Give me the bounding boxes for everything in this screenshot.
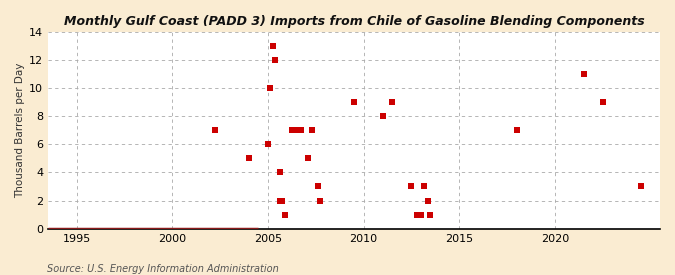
Point — [295, 128, 306, 133]
Point — [210, 128, 221, 133]
Point — [424, 212, 435, 217]
Point — [578, 72, 589, 76]
Point — [280, 212, 291, 217]
Point — [303, 156, 314, 161]
Point — [406, 184, 417, 189]
Point — [597, 100, 608, 104]
Y-axis label: Thousand Barrels per Day: Thousand Barrels per Day — [15, 63, 25, 198]
Point — [313, 184, 323, 189]
Point — [292, 128, 302, 133]
Point — [377, 114, 388, 119]
Point — [274, 170, 285, 175]
Point — [277, 198, 288, 203]
Point — [387, 100, 398, 104]
Title: Monthly Gulf Coast (PADD 3) Imports from Chile of Gasoline Blending Components: Monthly Gulf Coast (PADD 3) Imports from… — [63, 15, 645, 28]
Text: Source: U.S. Energy Information Administration: Source: U.S. Energy Information Administ… — [47, 264, 279, 274]
Point — [286, 128, 297, 133]
Point — [267, 44, 278, 48]
Point — [275, 198, 286, 203]
Point — [635, 184, 646, 189]
Point — [263, 142, 273, 147]
Point — [265, 86, 275, 90]
Point — [269, 58, 280, 62]
Point — [306, 128, 317, 133]
Point — [416, 212, 427, 217]
Point — [412, 212, 423, 217]
Point — [511, 128, 522, 133]
Point — [244, 156, 254, 161]
Point — [349, 100, 360, 104]
Point — [423, 198, 433, 203]
Point — [418, 184, 429, 189]
Point — [315, 198, 325, 203]
